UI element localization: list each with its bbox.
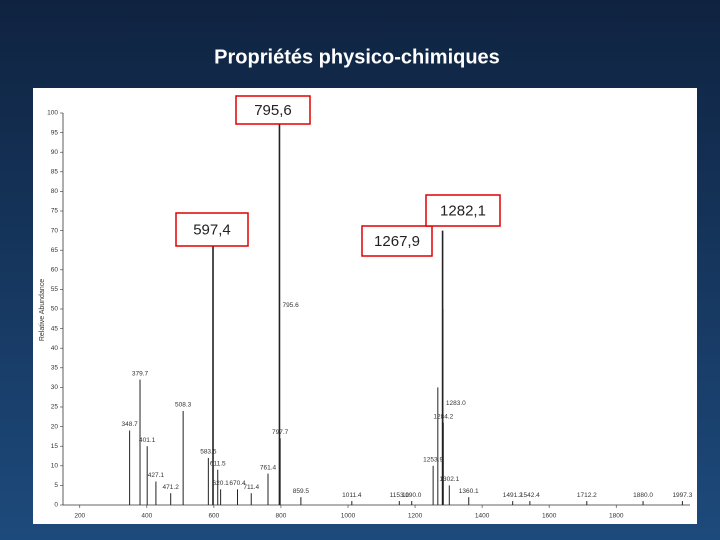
annotation: 1282,1	[440, 202, 486, 219]
peak-label: 620.1	[212, 480, 229, 487]
y-tick-label: 45	[51, 325, 59, 332]
peak-label: 795.6	[282, 302, 299, 309]
annotation-box	[425, 194, 501, 227]
peak-label: 401.1	[139, 437, 156, 444]
y-tick-label: 70	[51, 227, 59, 234]
peak-label: 583.5	[200, 449, 217, 456]
x-tick-label: 1600	[542, 513, 557, 520]
peak-label: 471.2	[163, 484, 180, 491]
y-tick-label: 80	[51, 188, 59, 195]
peak-label: 508.3	[175, 402, 192, 409]
y-tick-label: 85	[51, 169, 59, 176]
annotation-box	[361, 225, 433, 257]
peak-label: 1153.0	[390, 492, 410, 499]
y-tick-label: 95	[51, 129, 59, 136]
y-tick-label: 15	[51, 443, 59, 450]
peak-label: 1011.4	[342, 492, 362, 499]
x-tick-label: 800	[276, 513, 287, 520]
peak-label: 761.4	[260, 464, 277, 471]
peak-label: 1491.2	[503, 492, 523, 499]
peak-label: 859.5	[293, 488, 310, 495]
peak-label: 1997.3	[672, 492, 692, 499]
y-tick-label: 35	[51, 365, 59, 372]
spectrum-panel	[33, 88, 697, 524]
y-tick-label: 10	[51, 463, 59, 470]
annotation: 597,4	[193, 221, 231, 238]
peak-label: 1253.9	[423, 457, 443, 464]
peak-label: 1283.0	[446, 400, 466, 407]
y-tick-label: 25	[51, 404, 59, 411]
peak-label: 1284.2	[433, 413, 453, 420]
y-tick-label: 75	[51, 208, 59, 215]
x-tick-label: 400	[141, 513, 152, 520]
peak-label: 611.5	[210, 460, 226, 467]
y-tick-label: 5	[54, 482, 58, 489]
peak-label: 379.7	[132, 370, 149, 377]
y-tick-label: 0	[54, 502, 58, 509]
y-tick-label: 50	[51, 306, 59, 313]
y-tick-label: 55	[51, 286, 59, 293]
peak-label: 1712.2	[577, 492, 597, 499]
y-tick-label: 30	[51, 384, 59, 391]
y-tick-label: 60	[51, 267, 59, 274]
y-tick-label: 40	[51, 345, 59, 352]
y-tick-label: 90	[51, 149, 59, 156]
x-tick-label: 200	[74, 513, 85, 520]
peak-label: 1542.4	[520, 492, 540, 499]
x-tick-label: 1800	[609, 513, 624, 520]
annotation-box	[235, 95, 311, 125]
x-tick-label: 1200	[408, 513, 423, 520]
slide-title: Propriétés physico-chimiques	[214, 46, 500, 68]
annotation: 1267,9	[374, 233, 420, 250]
annotation-box	[175, 212, 249, 247]
peak-label: 427.1	[148, 472, 165, 479]
y-tick-label: 20	[51, 423, 59, 430]
x-tick-label: 600	[208, 513, 219, 520]
y-tick-label: 100	[47, 110, 58, 117]
y-tick-label: 65	[51, 247, 59, 254]
x-tick-label: 1000	[341, 513, 356, 520]
peak-label: 1360.1	[459, 488, 479, 495]
y-axis-label: Relative Abundance	[39, 279, 46, 341]
peak-label: 1190.0	[402, 492, 422, 499]
peak-label: 711.4	[243, 484, 259, 491]
peak-label: 1880.0	[633, 492, 653, 499]
peak-label: 670.4	[229, 480, 246, 487]
peak-label: 797.7	[272, 429, 289, 436]
x-tick-label: 1400	[475, 513, 490, 520]
annotation: 795,6	[254, 102, 292, 119]
peak-label: 348.7	[121, 421, 138, 428]
peak-label: 1302.1	[439, 476, 459, 483]
